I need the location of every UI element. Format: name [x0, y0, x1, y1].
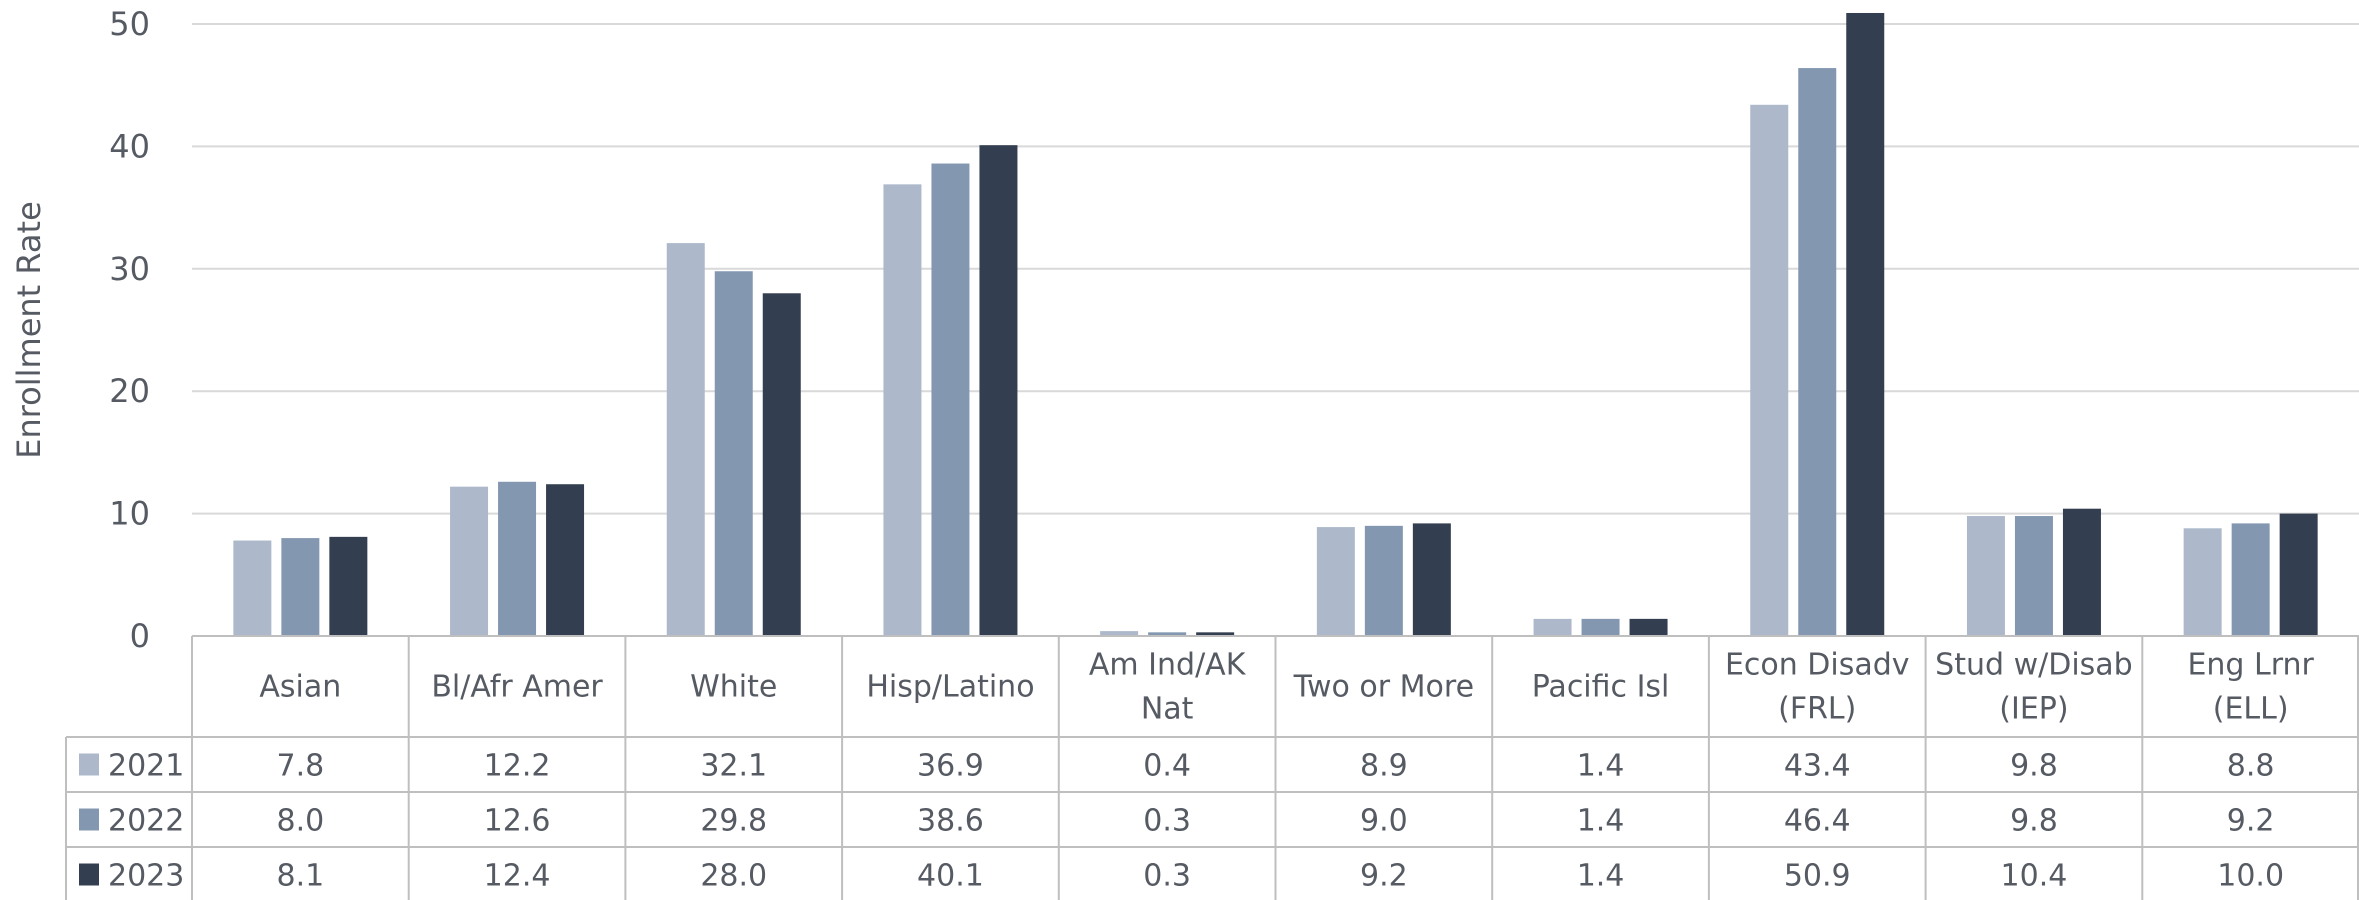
- data-label: 0.3: [1143, 859, 1191, 894]
- data-label: 8.9: [1360, 749, 1408, 784]
- legend-label: 2021: [108, 749, 184, 784]
- data-label: 12.2: [484, 749, 551, 784]
- data-label: 10.4: [2001, 859, 2068, 894]
- gridlines: [192, 23, 2359, 515]
- bar-2022: [498, 481, 537, 636]
- bar-2021: [883, 184, 922, 636]
- data-label: 28.0: [700, 859, 767, 894]
- data-label: 9.2: [1360, 859, 1408, 894]
- data-label: 50.9: [1784, 859, 1851, 894]
- bar-2022: [2014, 516, 2053, 636]
- bar-2022: [2231, 523, 2270, 636]
- data-label: 9.8: [2010, 804, 2058, 839]
- data-label: 12.6: [484, 804, 551, 839]
- data-label: 10.0: [2217, 859, 2284, 894]
- bar-2023: [1196, 632, 1235, 636]
- data-label: 46.4: [1784, 804, 1851, 839]
- data-label: 1.4: [1577, 859, 1625, 894]
- category-label: Stud w/Disab: [1935, 648, 2133, 683]
- data-label: 1.4: [1577, 804, 1625, 839]
- category-label: (ELL): [2213, 692, 2289, 727]
- legend-key-2022: [79, 808, 99, 831]
- data-label: 29.8: [700, 804, 767, 839]
- y-tick-label: 50: [109, 5, 150, 43]
- y-axis: 0 10 20 30 40 50 Enrollment Rate: [10, 5, 150, 655]
- legend-label: 2022: [108, 804, 184, 839]
- y-tick-label: 20: [109, 372, 150, 410]
- category-label: Nat: [1141, 692, 1194, 727]
- bar-2021: [2183, 528, 2222, 636]
- bar-2022: [281, 538, 320, 636]
- bar-2021: [666, 243, 705, 636]
- category-label: (IEP): [1999, 692, 2068, 727]
- bar-2022: [714, 271, 753, 636]
- y-axis-title: Enrollment Rate: [10, 201, 48, 459]
- data-label: 36.9: [917, 749, 984, 784]
- data-label: 1.4: [1577, 749, 1625, 784]
- bar-2022: [1148, 632, 1187, 636]
- data-table: Asian Bl/Afr Amer White Hisp/Latino Am Ind/A…: [65, 635, 2359, 900]
- category-label: (FRL): [1778, 692, 1856, 727]
- bar-2023: [2062, 508, 2101, 636]
- bar-2023: [762, 293, 801, 636]
- bar-2021: [1966, 516, 2005, 636]
- bar-2023: [329, 536, 368, 636]
- bar-2022: [931, 163, 970, 636]
- data-label: 8.0: [276, 804, 324, 839]
- data-label: 8.8: [2227, 749, 2275, 784]
- y-tick-label: 40: [109, 127, 150, 165]
- data-label: 0.3: [1143, 804, 1191, 839]
- data-label: 43.4: [1784, 749, 1851, 784]
- category-label: White: [690, 670, 777, 705]
- bar-2021: [1316, 527, 1355, 636]
- bar-2023: [2279, 513, 2318, 636]
- data-label: 32.1: [700, 749, 767, 784]
- data-label: 9.2: [2227, 804, 2275, 839]
- category-label: Two or More: [1293, 670, 1474, 705]
- category-label: Econ Disadv: [1725, 648, 1910, 683]
- category-label: Am Ind/AK: [1089, 648, 1247, 683]
- bar-2022: [1364, 525, 1403, 636]
- bar-2023: [1629, 618, 1668, 636]
- bar-2023: [979, 145, 1018, 636]
- bar-2022: [1581, 618, 1620, 636]
- category-label: Eng Lrnr: [2187, 648, 2314, 683]
- y-tick-label: 0: [130, 617, 150, 655]
- data-label: 9.0: [1360, 804, 1408, 839]
- legend-key-2023: [79, 863, 99, 886]
- bar-2023: [1412, 523, 1451, 636]
- category-label: Hisp/Latino: [866, 670, 1034, 705]
- category-label: Asian: [259, 670, 341, 705]
- bar-2021: [1750, 104, 1789, 636]
- y-tick-label: 30: [109, 250, 150, 288]
- legend-label: 2023: [108, 859, 184, 894]
- bar-2021: [1100, 631, 1139, 636]
- data-label: 7.8: [276, 749, 324, 784]
- bars: [233, 12, 2318, 636]
- bar-2021: [233, 540, 272, 636]
- data-label: 9.8: [2010, 749, 2058, 784]
- category-label: Pacific Isl: [1532, 670, 1670, 705]
- data-label: 0.4: [1143, 749, 1191, 784]
- bar-2021: [450, 486, 489, 636]
- legend-key-2021: [79, 753, 99, 776]
- data-label: 40.1: [917, 859, 984, 894]
- bar-2023: [1846, 12, 1885, 636]
- data-label: 8.1: [276, 859, 324, 894]
- bar-2021: [1533, 618, 1572, 636]
- data-label: 38.6: [917, 804, 984, 839]
- bar-2022: [1798, 68, 1837, 636]
- category-label: Bl/Afr Amer: [431, 670, 603, 705]
- data-label: 12.4: [484, 859, 551, 894]
- bar-2023: [546, 484, 585, 636]
- y-tick-label: 10: [109, 495, 150, 533]
